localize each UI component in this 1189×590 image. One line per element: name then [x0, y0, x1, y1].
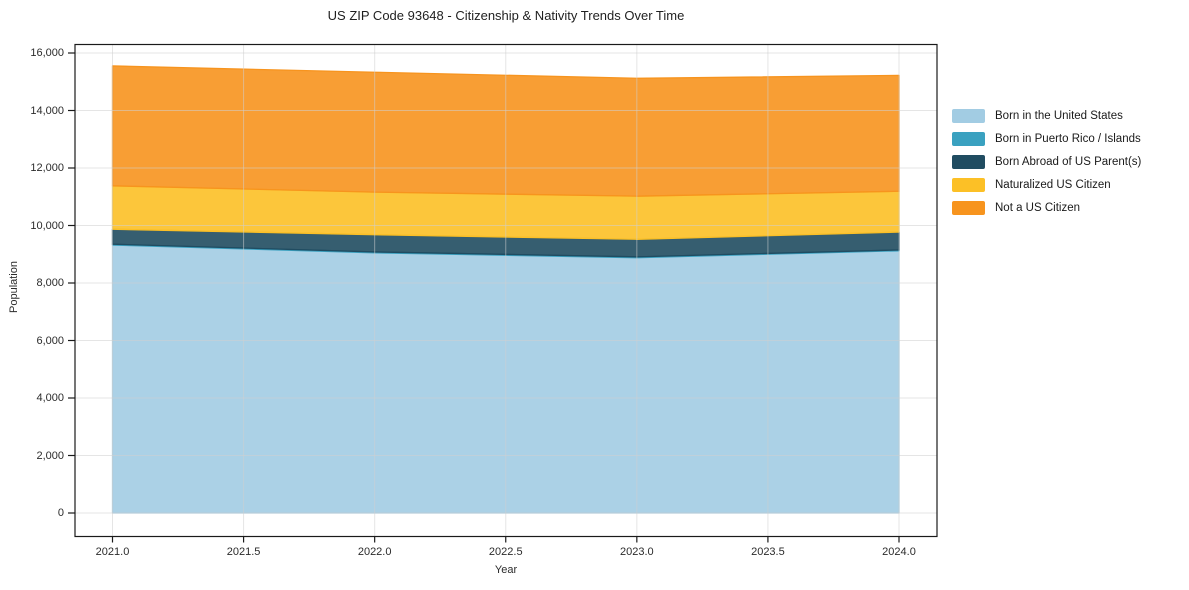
y-tick-label: 14,000 [30, 104, 64, 117]
x-tick-label: 2023.5 [751, 546, 785, 558]
chart-title: US ZIP Code 93648 - Citizenship & Nativi… [327, 8, 685, 23]
legend-entry-3: Naturalized US Citizen [952, 173, 1141, 196]
legend: Born in the United States Born in Puerto … [952, 104, 1141, 219]
y-tick-label: 8,000 [36, 277, 64, 289]
legend-swatch [952, 177, 985, 192]
x-axis-title: Year [494, 564, 518, 576]
x-tick-label: 2024.0 [882, 546, 916, 558]
x-tick-label: 2022.5 [488, 546, 523, 558]
legend-swatch [952, 154, 985, 169]
y-tick-label: 6,000 [36, 334, 64, 347]
legend-label: Born Abroad of US Parent(s) [995, 155, 1142, 168]
legend-entry-4: Not a US Citizen [952, 196, 1141, 219]
y-tick-label: 0 [57, 507, 64, 519]
x-tick-label: 2021.5 [226, 546, 261, 558]
x-tick-label: 2023.0 [620, 546, 654, 558]
y-axis-title: Population [8, 261, 20, 313]
legend-swatch [952, 200, 985, 215]
legend-entry-2: Born Abroad of US Parent(s) [952, 150, 1141, 173]
legend-label: Born in Puerto Rico / Islands [995, 132, 1141, 145]
legend-label: Born in the United States [995, 109, 1123, 122]
legend-label: Naturalized US Citizen [995, 178, 1111, 191]
y-tick-label: 16,000 [30, 47, 64, 59]
legend-label: Not a US Citizen [995, 201, 1081, 214]
legend-swatch [952, 131, 985, 146]
y-tick-label: 4,000 [36, 392, 64, 404]
legend-swatch [952, 108, 985, 123]
x-tick-label: 2021.0 [95, 546, 130, 558]
legend-entry-1: Born in Puerto Rico / Islands [952, 127, 1141, 150]
legend-entry-0: Born in the United States [952, 104, 1141, 127]
y-tick-label: 10,000 [30, 219, 64, 232]
x-tick-label: 2022.0 [357, 546, 392, 558]
y-tick-label: 12,000 [30, 162, 64, 174]
y-tick-label: 2,000 [36, 449, 64, 462]
